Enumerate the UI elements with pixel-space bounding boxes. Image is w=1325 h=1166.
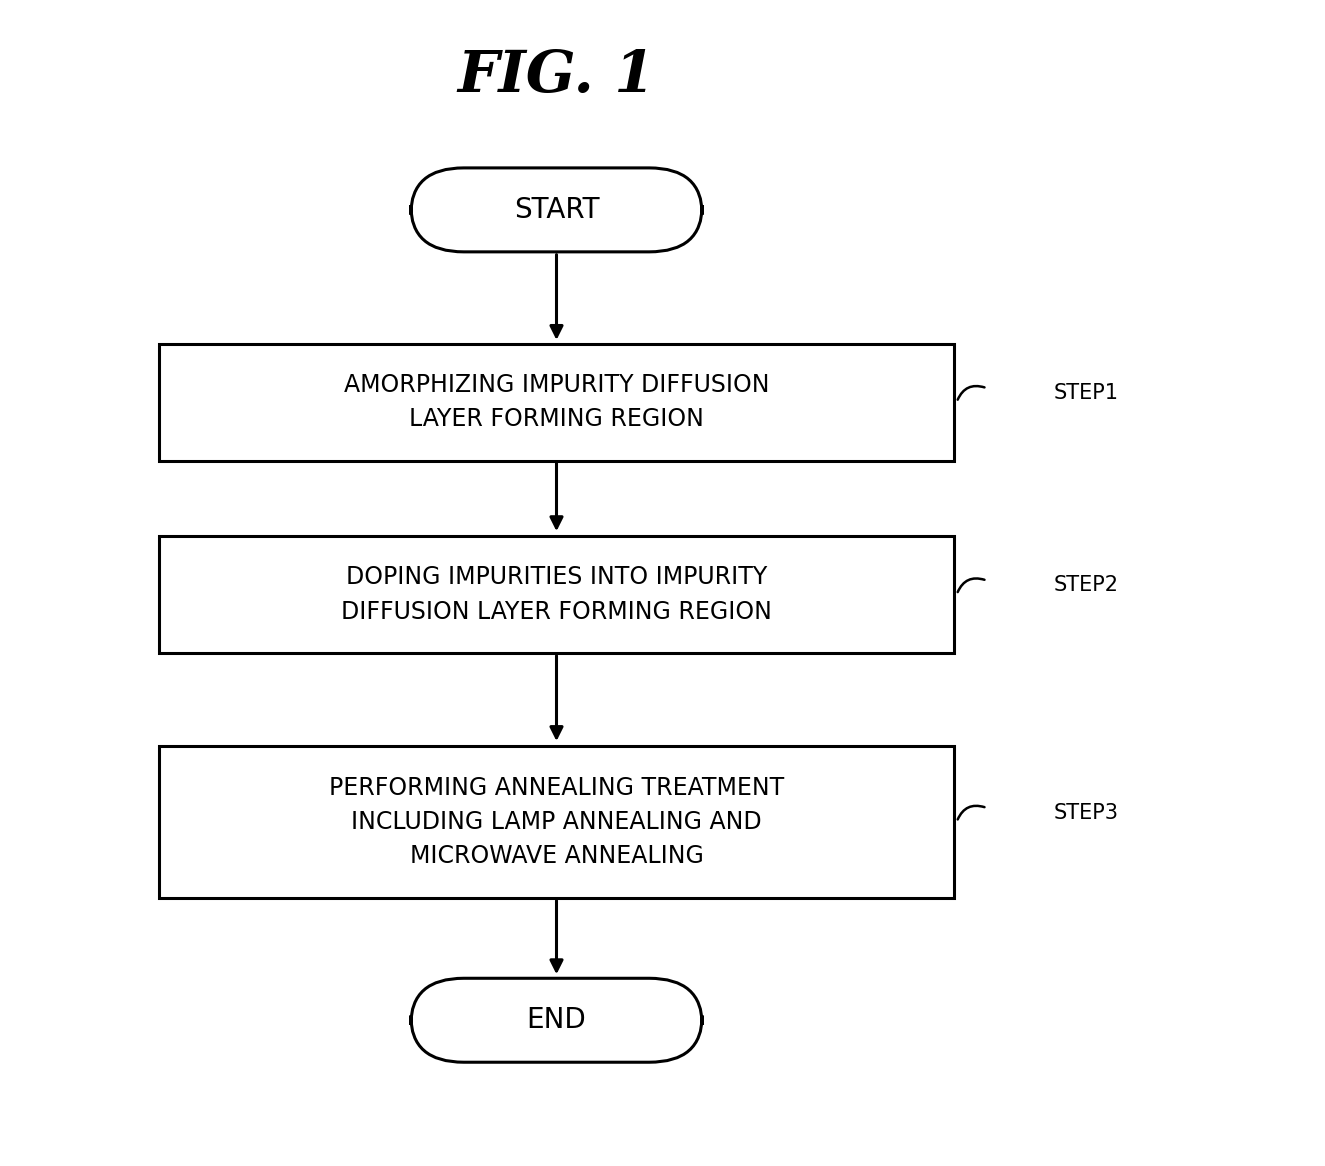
FancyBboxPatch shape	[411, 978, 702, 1062]
Text: STEP2: STEP2	[1053, 575, 1118, 596]
FancyBboxPatch shape	[159, 746, 954, 898]
FancyBboxPatch shape	[159, 536, 954, 653]
Text: PERFORMING ANNEALING TREATMENT
INCLUDING LAMP ANNEALING AND
MICROWAVE ANNEALING: PERFORMING ANNEALING TREATMENT INCLUDING…	[329, 775, 784, 869]
Text: DOPING IMPURITIES INTO IMPURITY
DIFFUSION LAYER FORMING REGION: DOPING IMPURITIES INTO IMPURITY DIFFUSIO…	[341, 566, 772, 624]
Text: STEP1: STEP1	[1053, 382, 1118, 403]
Text: START: START	[514, 196, 599, 224]
Text: FIG. 1: FIG. 1	[457, 48, 656, 104]
Text: STEP3: STEP3	[1053, 802, 1118, 823]
FancyBboxPatch shape	[159, 344, 954, 461]
FancyBboxPatch shape	[411, 168, 702, 252]
Text: AMORPHIZING IMPURITY DIFFUSION
LAYER FORMING REGION: AMORPHIZING IMPURITY DIFFUSION LAYER FOR…	[343, 373, 770, 431]
Text: END: END	[526, 1006, 587, 1034]
